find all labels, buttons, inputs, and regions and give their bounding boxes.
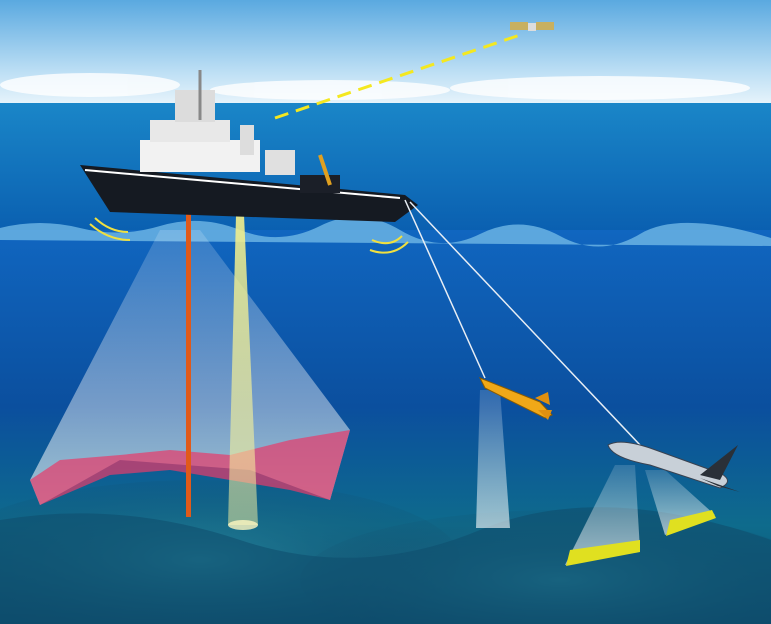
sonar-ping-waves xyxy=(89,217,409,254)
beam-spot xyxy=(228,520,258,530)
tow-cables xyxy=(404,199,641,446)
auv-beams xyxy=(565,465,716,566)
towfish xyxy=(478,377,553,420)
clouds xyxy=(0,73,750,100)
laser-beam xyxy=(186,205,191,517)
auv xyxy=(607,441,740,492)
towfish-beam xyxy=(476,390,510,528)
satellite xyxy=(510,22,554,31)
seafloor xyxy=(0,480,771,624)
research-vessel xyxy=(80,70,418,222)
sonar-beam xyxy=(228,215,258,525)
